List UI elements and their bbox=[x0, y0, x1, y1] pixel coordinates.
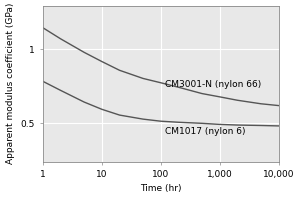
Y-axis label: Apparent modulus coefficient (GPa): Apparent modulus coefficient (GPa) bbox=[6, 3, 15, 164]
Text: CM1017 (nylon 6): CM1017 (nylon 6) bbox=[165, 127, 246, 136]
X-axis label: Time (hr): Time (hr) bbox=[140, 184, 181, 193]
Text: CM3001-N (nylon 66): CM3001-N (nylon 66) bbox=[165, 80, 262, 90]
